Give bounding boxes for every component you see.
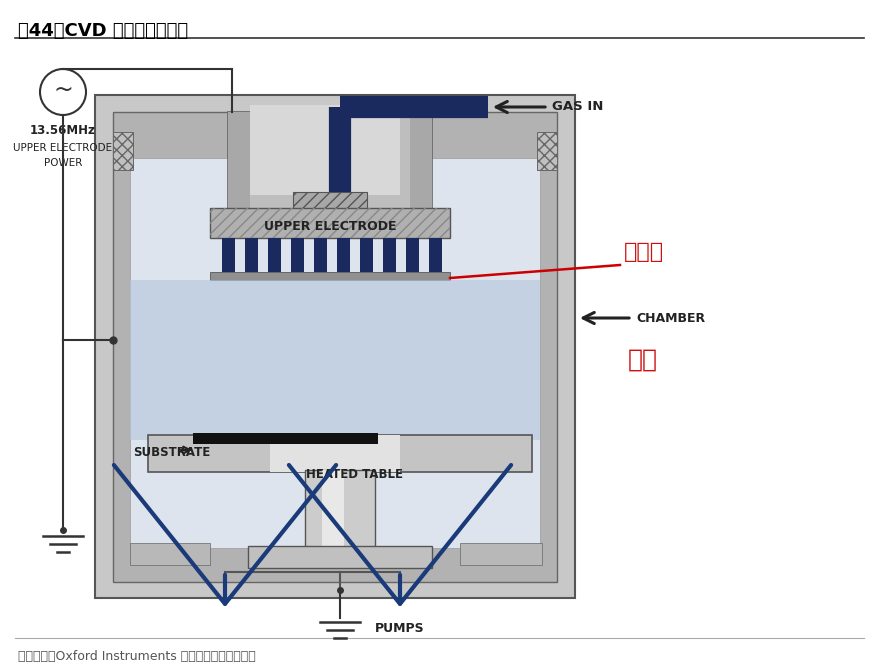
Bar [536,132,557,170]
Bar [193,433,378,444]
Text: UPPER ELECTRODE: UPPER ELECTRODE [263,220,396,233]
Bar [130,158,539,548]
Bar [249,105,399,195]
Bar [210,208,450,238]
Bar [383,238,396,272]
Bar [336,238,349,272]
Bar [210,208,450,238]
Text: 喷淋头: 喷淋头 [623,242,664,262]
Bar [406,238,419,272]
Text: GAS IN: GAS IN [551,101,602,114]
Bar [113,132,133,170]
Text: 资料来源：Oxford Instruments 官网，民生证券研究院: 资料来源：Oxford Instruments 官网，民生证券研究院 [18,650,255,663]
Circle shape [40,69,86,115]
Bar [227,112,431,210]
Bar [292,192,367,222]
Bar [332,107,348,123]
Text: PUMPS: PUMPS [375,622,424,635]
Bar [291,238,304,272]
Bar [130,543,210,565]
Text: 腔体: 腔体 [627,348,658,372]
Text: 图44：CVD 腔体结构示意图: 图44：CVD 腔体结构示意图 [18,22,188,40]
Bar [248,546,431,568]
Bar [130,280,539,440]
Text: HEATED TABLE: HEATED TABLE [306,468,403,482]
Text: CHAMBER: CHAMBER [636,312,704,325]
Bar [459,543,542,565]
Bar [95,95,574,598]
Text: ~: ~ [53,78,73,102]
Bar [222,238,234,272]
Bar [245,238,258,272]
Bar [321,470,343,548]
Bar [148,435,531,472]
Bar [360,238,372,272]
Text: UPPER ELECTRODE: UPPER ELECTRODE [13,143,112,153]
Bar [409,112,431,210]
Bar [113,112,557,582]
Bar [268,238,281,272]
Bar [305,470,375,548]
Text: 13.56MHz: 13.56MHz [30,124,96,136]
Bar [227,112,249,210]
Bar [313,238,327,272]
Bar [270,435,399,472]
Text: SUBSTRATE: SUBSTRATE [133,446,210,458]
Bar [428,238,442,272]
Text: POWER: POWER [44,158,83,168]
Bar [210,272,450,280]
